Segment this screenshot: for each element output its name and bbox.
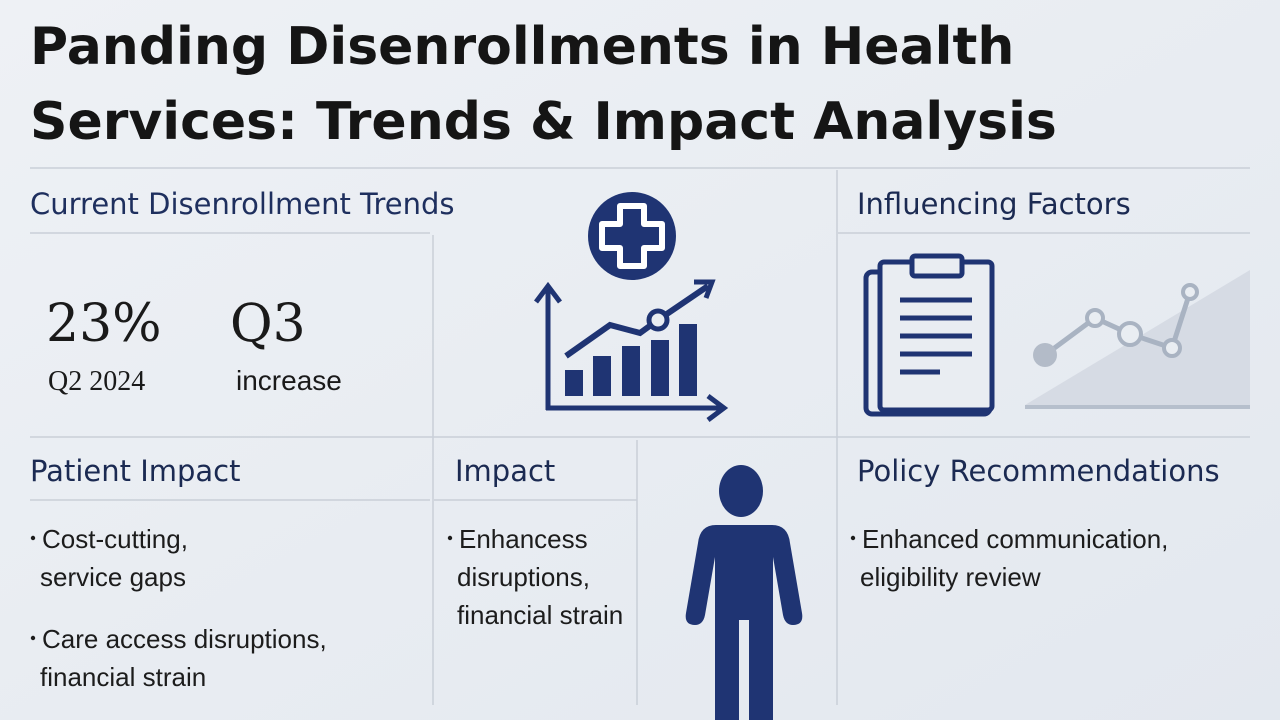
- section-heading: Current Disenrollment Trends: [30, 187, 455, 221]
- grid-rules: [30, 167, 1250, 705]
- stat-value: Q3: [230, 294, 306, 354]
- bullet-text: financial strain: [457, 600, 623, 630]
- section-heading: Patient Impact: [30, 454, 241, 488]
- title-line: Panding Disenrollments in Health: [30, 17, 1014, 77]
- bullet-dot: [30, 635, 36, 641]
- bullet-text: eligibility review: [860, 562, 1041, 592]
- bullet-text: Cost-cutting,: [42, 524, 188, 554]
- medical-icon: [588, 192, 676, 280]
- bullet-dot: [30, 535, 36, 541]
- bar-chart-icon: [534, 279, 729, 422]
- person-icon: [685, 465, 803, 720]
- section-heading: Policy Recommendations: [857, 454, 1220, 488]
- section-heading: Influencing Factors: [857, 187, 1131, 221]
- bullet-text: Enhanced communication,: [862, 524, 1168, 554]
- bullet-dot: [447, 535, 453, 541]
- bullet-text: Enhancess: [459, 524, 588, 554]
- bullet-dot: [850, 535, 856, 541]
- title-line: Services: Trends & Impact Analysis: [30, 92, 1057, 152]
- stat-caption: Q2 2024: [48, 366, 145, 397]
- bullet-text: Care access disruptions,: [42, 624, 327, 654]
- clipboard-icon: [863, 253, 995, 417]
- stat-caption: increase: [236, 365, 342, 396]
- section-heading: Impact: [455, 454, 555, 488]
- trend-illustration: [1025, 270, 1250, 409]
- bullet-groups: Cost-cutting, service gaps Care access dis…: [30, 524, 1168, 692]
- bullet-text: service gaps: [40, 562, 186, 592]
- bullet-text: disruptions,: [457, 562, 590, 592]
- bullet-text: financial strain: [40, 662, 206, 692]
- stat-value: 23%: [46, 294, 162, 354]
